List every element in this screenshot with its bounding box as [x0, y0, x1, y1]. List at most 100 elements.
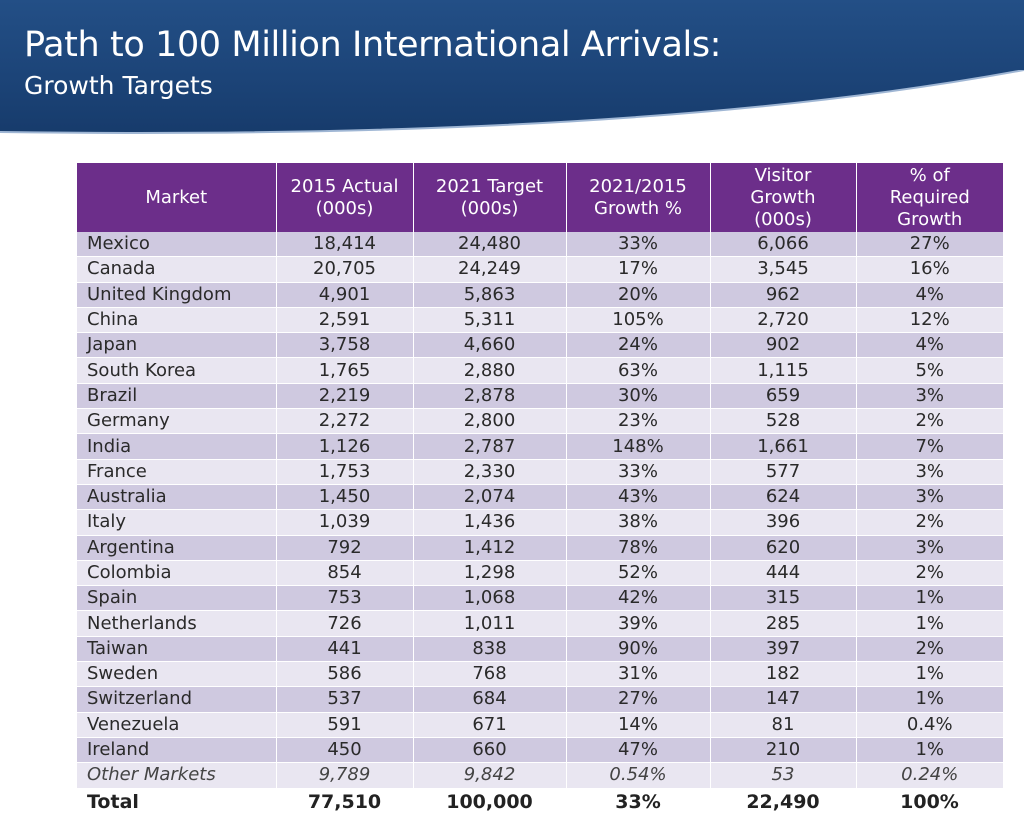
cell-target-2021: 2,787 [413, 433, 567, 460]
cell-required-growth-pct: 2% [856, 408, 1003, 435]
cell-required-growth-pct: 1% [856, 737, 1003, 764]
cell-actual-2015: 591 [276, 712, 414, 738]
cell-visitor-growth: 210 [710, 737, 857, 764]
cell-growth-pct: 148% [566, 433, 711, 460]
cell-target-2021: 671 [413, 712, 567, 738]
cell-growth-pct: 47% [566, 737, 711, 764]
cell-market: Argentina [77, 535, 277, 561]
cell-visitor-growth: 577 [710, 459, 857, 485]
cell-required-growth-pct: 0.24% [856, 762, 1003, 789]
cell-required-growth-pct: 12% [856, 307, 1003, 334]
cell-market: China [77, 307, 277, 334]
cell-target-2021: 2,880 [413, 357, 567, 384]
cell-actual-2015: 2,272 [276, 408, 414, 435]
cell-actual-2015: 18,414 [276, 232, 414, 258]
cell-growth-pct: 42% [566, 585, 711, 612]
table-row: Germany 2,272 2,800 23% 528 2% [77, 408, 1003, 435]
cell-visitor-growth: 2,720 [710, 307, 857, 334]
cell-actual-2015: 1,753 [276, 459, 414, 485]
table-header-row: Market 2015 Actual (000s) 2021 Target (000… [77, 163, 1003, 232]
column-header-target-2021: 2021 Target (000s) [413, 163, 567, 232]
cell-growth-pct: 52% [566, 560, 711, 587]
cell-visitor-growth: 53 [710, 762, 857, 789]
cell-actual-2015: 537 [276, 686, 414, 713]
cell-required-growth-pct: 4% [856, 332, 1003, 359]
cell-growth-pct: 33% [566, 232, 711, 258]
cell-actual-2015: 450 [276, 737, 414, 764]
cell-target-2021: 838 [413, 636, 567, 663]
cell-target-2021: 684 [413, 686, 567, 713]
cell-market: Germany [77, 408, 277, 435]
cell-growth-pct: 63% [566, 357, 711, 384]
cell-actual-2015: 726 [276, 610, 414, 637]
table-row: Taiwan 441 838 90% 397 2% [77, 636, 1003, 663]
table-row: Canada 20,705 24,249 17% 3,545 16% [77, 256, 1003, 283]
cell-market: Canada [77, 256, 277, 283]
cell-actual-2015: 441 [276, 636, 414, 663]
cell-required-growth-pct: 2% [856, 509, 1003, 536]
cell-actual-2015: 1,126 [276, 433, 414, 460]
cell-market: Taiwan [77, 636, 277, 663]
cell-visitor-growth: 528 [710, 408, 857, 435]
cell-required-growth-pct: 7% [856, 433, 1003, 460]
cell-required-growth-pct: 1% [856, 661, 1003, 688]
cell-visitor-growth: 6,066 [710, 232, 857, 258]
cell-market: Sweden [77, 661, 277, 688]
total-cell-market: Total [77, 787, 276, 815]
cell-target-2021: 1,412 [413, 535, 567, 561]
cell-target-2021: 660 [413, 737, 567, 764]
cell-actual-2015: 9,789 [276, 762, 414, 789]
cell-required-growth-pct: 1% [856, 686, 1003, 713]
cell-required-growth-pct: 27% [856, 232, 1003, 258]
table-row: Italy 1,039 1,436 38% 396 2% [77, 509, 1003, 536]
cell-growth-pct: 23% [566, 408, 711, 435]
cell-actual-2015: 854 [276, 560, 414, 587]
cell-target-2021: 5,863 [413, 282, 567, 308]
table-row: Australia 1,450 2,074 43% 624 3% [77, 484, 1003, 511]
cell-market: Australia [77, 484, 277, 511]
cell-target-2021: 1,436 [413, 509, 567, 536]
cell-required-growth-pct: 2% [856, 560, 1003, 587]
table-row: United Kingdom 4,901 5,863 20% 962 4% [77, 282, 1003, 308]
cell-visitor-growth: 397 [710, 636, 857, 663]
cell-market: Venezuela [77, 712, 277, 738]
cell-actual-2015: 792 [276, 535, 414, 561]
total-row: Total 77,510 100,000 33% 22,490 100% [77, 787, 1003, 815]
cell-growth-pct: 38% [566, 509, 711, 536]
total-cell-actual-2015: 77,510 [276, 787, 413, 815]
cell-visitor-growth: 902 [710, 332, 857, 359]
cell-market: Switzerland [77, 686, 277, 713]
page-subtitle: Growth Targets [24, 71, 213, 100]
column-header-actual-2015: 2015 Actual (000s) [276, 163, 414, 232]
cell-growth-pct: 31% [566, 661, 711, 688]
cell-required-growth-pct: 3% [856, 383, 1003, 410]
cell-growth-pct: 24% [566, 332, 711, 359]
cell-target-2021: 2,074 [413, 484, 567, 511]
cell-growth-pct: 30% [566, 383, 711, 410]
cell-market: South Korea [77, 357, 277, 384]
cell-market: Spain [77, 585, 277, 612]
cell-market: Italy [77, 509, 277, 536]
cell-growth-pct: 33% [566, 459, 711, 485]
table-body: Mexico 18,414 24,480 33% 6,066 27% Canada 20,70… [77, 232, 1003, 789]
cell-visitor-growth: 81 [710, 712, 857, 738]
table-row: Spain 753 1,068 42% 315 1% [77, 585, 1003, 612]
cell-visitor-growth: 444 [710, 560, 857, 587]
column-header-required-growth-pct: % of Required Growth [856, 163, 1003, 232]
cell-visitor-growth: 147 [710, 686, 857, 713]
cell-actual-2015: 1,039 [276, 509, 414, 536]
cell-growth-pct: 39% [566, 610, 711, 637]
cell-growth-pct: 78% [566, 535, 711, 561]
cell-required-growth-pct: 3% [856, 535, 1003, 561]
table-row: Argentina 792 1,412 78% 620 3% [77, 535, 1003, 561]
column-header-growth-pct: 2021/2015 Growth % [566, 163, 711, 232]
growth-targets-table: Market 2015 Actual (000s) 2021 Target (000… [77, 163, 1003, 815]
cell-actual-2015: 2,591 [276, 307, 414, 334]
table-row: Colombia 854 1,298 52% 444 2% [77, 560, 1003, 587]
table-row: Mexico 18,414 24,480 33% 6,066 27% [77, 232, 1003, 258]
cell-market: Mexico [77, 232, 277, 258]
cell-actual-2015: 3,758 [276, 332, 414, 359]
page-title: Path to 100 Million International Arriva… [24, 25, 722, 65]
cell-actual-2015: 586 [276, 661, 414, 688]
table-row: Ireland 450 660 47% 210 1% [77, 737, 1003, 764]
